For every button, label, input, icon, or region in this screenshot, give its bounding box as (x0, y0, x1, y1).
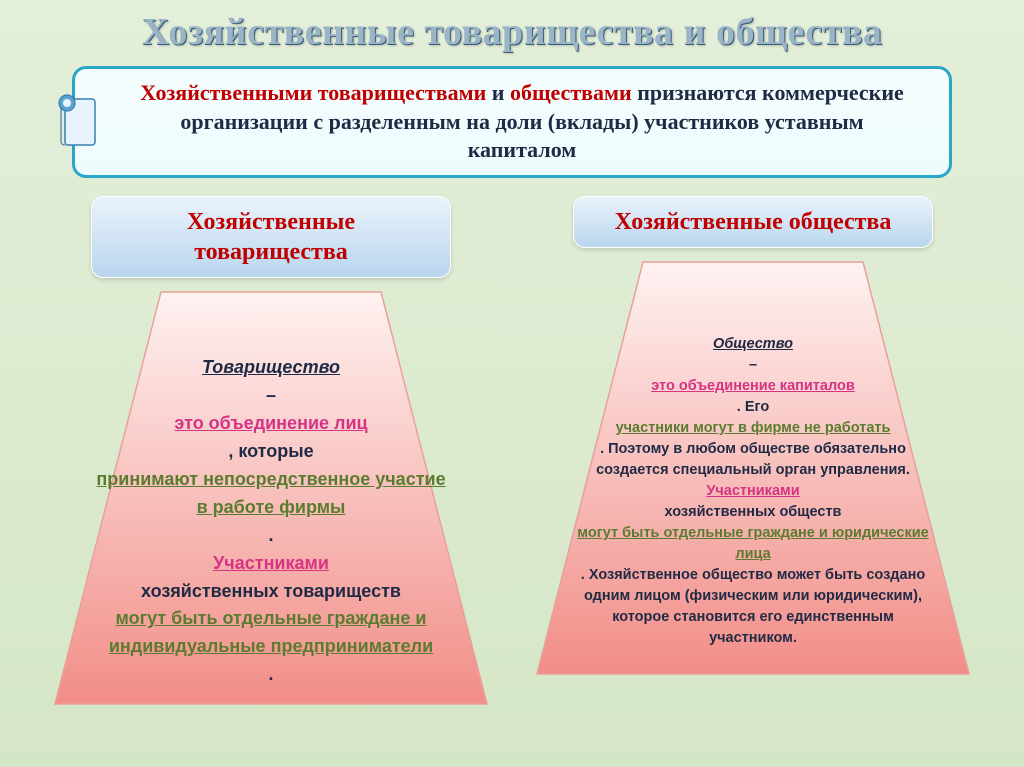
left-header: Хозяйственные товарищества (91, 196, 451, 278)
right-trapezoid: Общество – это объединение капиталов. Ег… (533, 258, 973, 678)
page-title: Хозяйственные товарищества и общества (30, 10, 994, 54)
right-column: Хозяйственные общества Общество – это об… (532, 196, 974, 708)
definition-box: Хозяйственными товариществами и общества… (72, 66, 952, 178)
left-column: Хозяйственные товарищества Товарищество … (50, 196, 492, 708)
columns: Хозяйственные товарищества Товарищество … (30, 196, 994, 708)
right-body: Общество – это объединение капиталов. Ег… (573, 326, 933, 658)
definition-text: Хозяйственными товариществами и общества… (140, 80, 904, 162)
right-header: Хозяйственные общества (573, 196, 933, 248)
left-body: Товарищество – это объединение лиц, кото… (91, 356, 451, 688)
scroll-icon (57, 93, 101, 151)
left-trapezoid: Товарищество – это объединение лиц, кото… (51, 288, 491, 708)
slide: Хозяйственные товарищества и общества Хо… (0, 0, 1024, 767)
